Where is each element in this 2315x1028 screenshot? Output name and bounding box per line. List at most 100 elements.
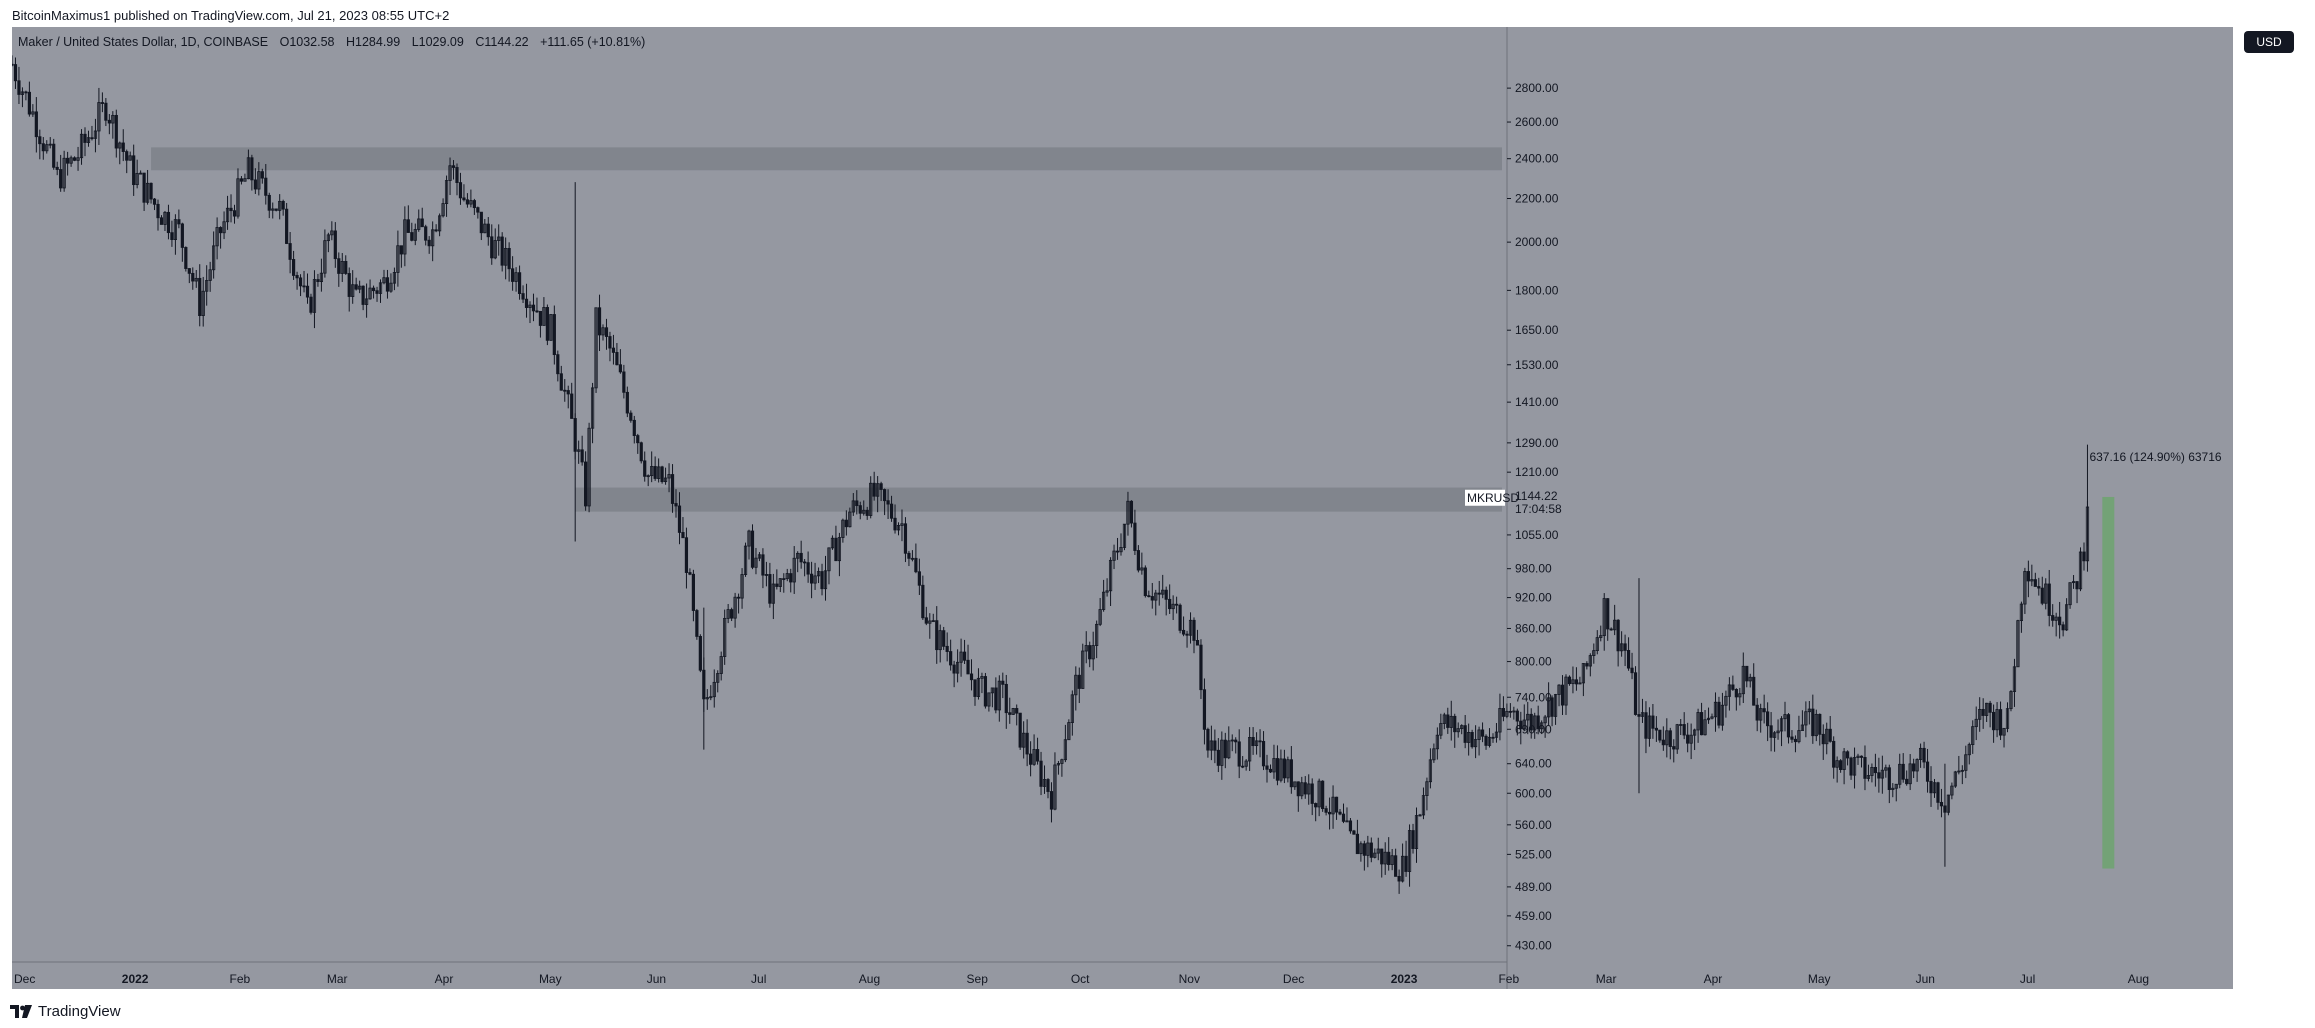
candle-body (1411, 830, 1415, 849)
candle-body (1272, 758, 1276, 773)
candle-body (806, 562, 810, 575)
candle-body (549, 314, 553, 341)
candle-body (1140, 567, 1144, 571)
candle-body (2009, 691, 2013, 710)
candle-body (1578, 682, 1582, 685)
candle-body (1108, 559, 1113, 592)
candle-body (1491, 736, 1495, 739)
brand-name: TradingView (38, 1003, 121, 1020)
candle-body (1442, 714, 1446, 724)
candle-body (1501, 708, 1506, 717)
candle-body (584, 461, 588, 507)
candle-body (1046, 779, 1050, 792)
candle-body (1946, 794, 1951, 813)
candle-body (1748, 676, 1752, 682)
tradingview-logo[interactable]: TradingView (10, 1000, 121, 1024)
candle-body (55, 166, 59, 170)
candle-body (1467, 732, 1471, 743)
candle-body (1251, 737, 1255, 747)
candle-body (2044, 583, 2048, 604)
candle-body (1623, 643, 1627, 651)
candle-body (1394, 855, 1398, 877)
candle-body (1564, 676, 1568, 706)
candle-body (2005, 708, 2010, 729)
candle-body (1470, 732, 1474, 748)
symbol-tag: MKRUSD (1467, 491, 1519, 505)
candle-body (1630, 667, 1634, 674)
candle-body (142, 172, 146, 203)
time-tick-label: Jun (647, 972, 666, 986)
candle-body (1161, 589, 1165, 595)
candle-body (1421, 795, 1426, 816)
candle-body (1275, 758, 1280, 781)
candle-body (1866, 775, 1871, 779)
candle-body (347, 273, 351, 297)
candle-body (1307, 783, 1311, 795)
candle-body (444, 180, 449, 204)
candle-body (1181, 629, 1186, 635)
candle-body (27, 91, 31, 115)
candle-body (559, 373, 563, 391)
resistance-zone-1 (151, 147, 1502, 171)
candle-body (597, 307, 602, 336)
candle-body (257, 171, 261, 190)
time-tick-label: Apr (1704, 972, 1723, 986)
candle-body (1978, 708, 1982, 720)
candle-body (1752, 676, 1756, 706)
candle-body (1991, 711, 1996, 731)
candle-body (1220, 739, 1224, 766)
candle-body (274, 208, 278, 211)
candle-body (1877, 772, 1881, 779)
candle-body (1710, 716, 1714, 719)
price-tick-label: 560.00 (1515, 818, 1552, 832)
candle-body (371, 287, 376, 292)
candle-body (1675, 724, 1679, 750)
candle-body (907, 552, 911, 559)
price-chart[interactable]: 637.16 (124.90%) 63716 2800.00 2600.00 2400… (12, 27, 2233, 989)
candle-body (465, 199, 470, 205)
candle-body (1484, 735, 1488, 746)
candle-body (1804, 711, 1808, 726)
candle-body (1133, 522, 1137, 551)
candle-body (59, 169, 63, 189)
candle-body (556, 354, 560, 375)
candle-body (1175, 603, 1179, 606)
candle-body (855, 500, 859, 507)
candle-body (2026, 571, 2030, 582)
candle-body (264, 177, 268, 196)
candle-body (2030, 579, 2034, 582)
candle-body (1529, 713, 1533, 731)
candle-body (1185, 633, 1189, 636)
candle-body (1567, 676, 1572, 685)
candle-body (1557, 684, 1561, 695)
candle-body (1362, 843, 1366, 856)
candle-body (20, 91, 25, 95)
candle-body (1199, 644, 1203, 691)
candle-body (427, 239, 431, 247)
candle-body (351, 284, 355, 297)
candle-body (618, 364, 622, 373)
candle-body (191, 272, 195, 282)
candle-body (326, 234, 330, 242)
candle-body (949, 651, 953, 666)
candle-body (1825, 728, 1829, 745)
candle-body (1289, 759, 1293, 788)
candle-body (538, 310, 543, 326)
candle-body (100, 102, 104, 104)
candle-body (1237, 741, 1241, 767)
candle-body (344, 260, 348, 274)
chart-area[interactable]: 637.16 (124.90%) 63716 2800.00 2600.00 2400… (12, 27, 2233, 989)
candle-body (267, 194, 271, 211)
candle-body (1574, 679, 1579, 685)
currency-button[interactable]: USD (2244, 31, 2294, 53)
candle-body (1115, 550, 1120, 553)
candle-body (1060, 759, 1064, 764)
candle-body (1734, 689, 1738, 698)
candle-body (1258, 740, 1262, 743)
candle-body (823, 570, 828, 590)
candle-body (1039, 760, 1043, 787)
candle-body (420, 218, 424, 228)
candle-body (959, 651, 963, 663)
candle-body (1425, 781, 1429, 797)
candle-body (1310, 783, 1314, 804)
